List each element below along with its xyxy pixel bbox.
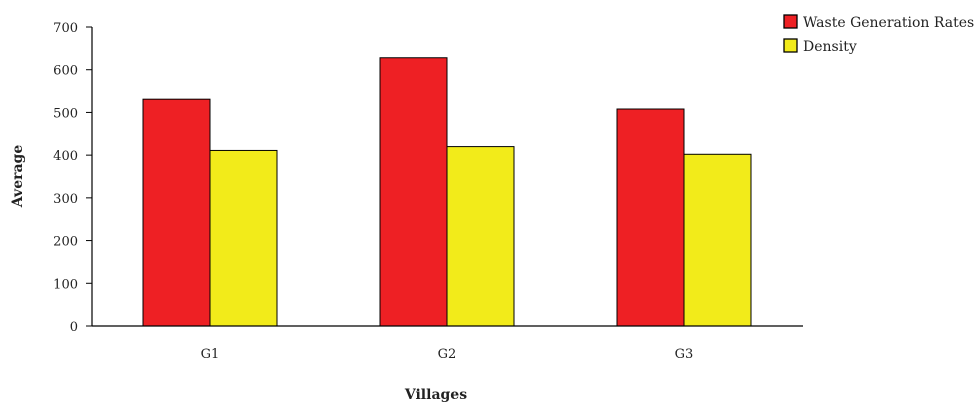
y-tick-label: 600 <box>53 64 78 79</box>
y-axis-title: Average <box>10 145 26 209</box>
y-tick-label: 300 <box>53 192 78 207</box>
legend-swatch <box>783 38 798 53</box>
x-tick-label: G2 <box>438 347 457 362</box>
x-axis-title: Villages <box>404 387 467 403</box>
bar-g1-density <box>209 149 278 327</box>
y-tick-label: 100 <box>53 277 78 292</box>
bar-g2-waste-generation-rates <box>379 57 448 327</box>
y-tick-label: 700 <box>53 21 78 36</box>
legend-label: Waste Generation Rates <box>803 15 974 31</box>
y-ticks-group: 0 100 200 300 400 500 600 700 <box>53 21 92 335</box>
legend: Waste Generation Rates Density <box>783 14 974 55</box>
y-tick-label: 0 <box>70 320 78 335</box>
bar-g1-waste-generation-rates <box>142 98 211 327</box>
x-tick-label: G1 <box>201 347 220 362</box>
bars-group <box>142 57 752 327</box>
y-tick-label: 200 <box>53 235 78 250</box>
legend-label: Density <box>803 39 857 55</box>
x-tick-label: G3 <box>675 347 694 362</box>
x-ticks-group: G1 G2 G3 <box>201 347 694 362</box>
legend-swatch <box>783 14 798 29</box>
bar-g3-density <box>683 153 752 327</box>
y-tick-label: 400 <box>53 149 78 164</box>
bar-g2-density <box>446 146 515 327</box>
bar-g3-waste-generation-rates <box>616 108 685 327</box>
y-tick-label: 500 <box>53 106 78 121</box>
